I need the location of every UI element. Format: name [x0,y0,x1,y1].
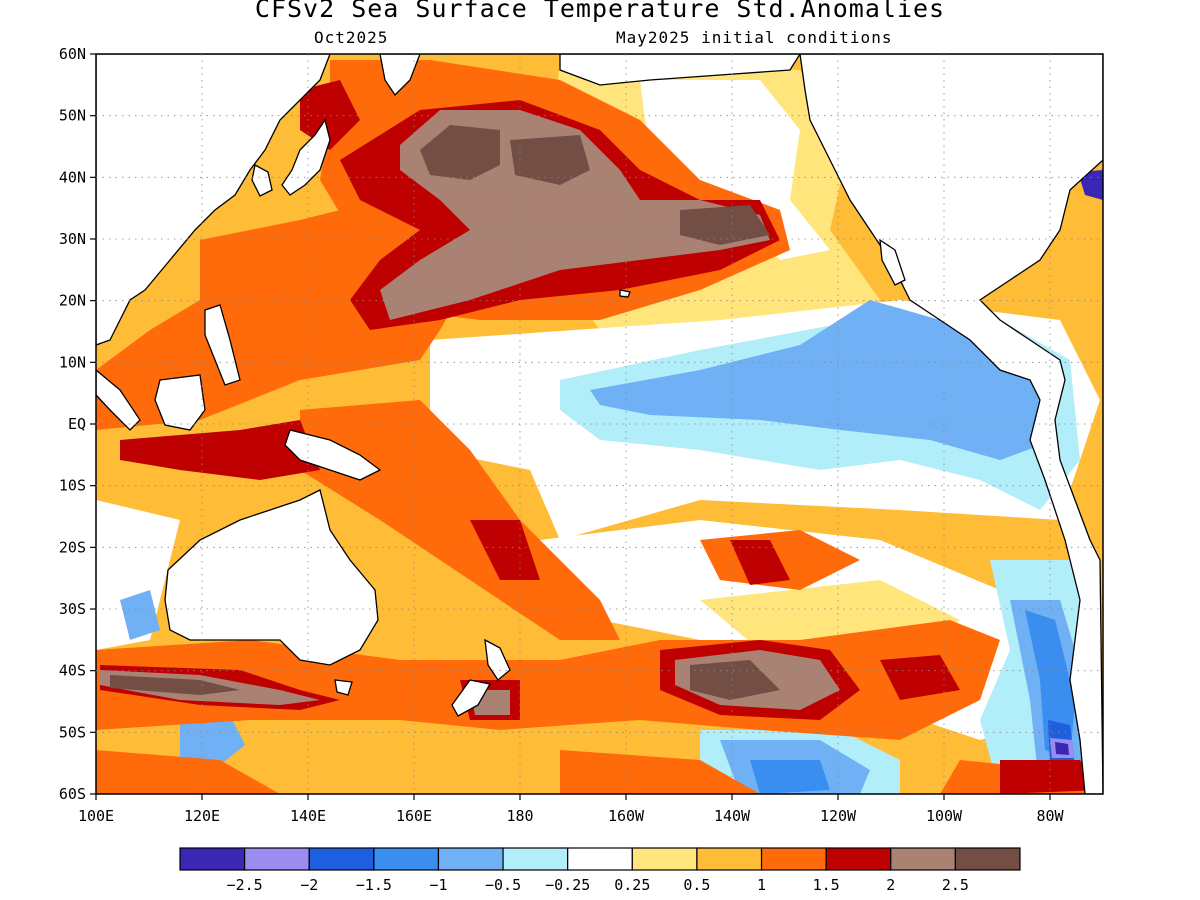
colorbar-swatch [890,847,956,871]
land-asia [96,54,331,346]
field-white-sw [96,500,180,650]
colorbar-swatch [567,847,633,871]
lat-tick-label: 50N [59,107,86,125]
field-orange-south-edge [560,750,760,794]
colorbar-swatch [825,847,892,871]
colorbar-label: −1.5 [356,876,392,894]
lon-tick-label: 80W [1036,807,1064,825]
colorbar-label: 0.5 [683,876,710,894]
field-red-south-3 [880,655,960,700]
land-kamchatka [379,54,421,97]
colorbar-label: −1 [429,876,447,894]
field-white-npac [640,80,830,260]
colorbar-swatch [244,847,310,871]
colorbar-swatch [954,847,1021,871]
anomaly-field [96,54,1103,794]
field-orange-nw [96,750,280,794]
lat-tick-label: 30S [59,600,86,618]
land-hawaii [619,289,631,298]
field-darkbrown-south-2 [110,675,240,695]
lon-tick-label: 180 [506,807,533,825]
field-red-sp1 [470,520,540,580]
colorbar-label: 0.25 [614,876,650,894]
lat-tick-label: 20N [59,292,86,310]
initial-conditions-label: May2025 initial conditions [616,28,893,47]
lon-tick-label: 160E [396,807,432,825]
field-medblue-s [750,760,830,794]
field-blue-equatorial [590,300,1055,460]
colorbar-swatch [502,847,569,871]
field-darkbrown-npac-2 [510,135,590,185]
axis-ticks: 60N 50N 40N 30N 20N 10N EQ 10S 20S 30S 40S 50S 60S 10… [59,45,1065,825]
field-darkbrown-npac-3 [680,205,770,245]
lon-tick-label: 140E [290,807,326,825]
land-australia [164,489,379,666]
lon-tick-label: 140W [714,807,751,825]
colorbar-swatch [696,847,763,871]
land-nz-north [484,638,511,681]
lat-tick-label: 40N [59,168,86,186]
field-darkbrown-npac-1 [420,125,500,180]
colorbar-swatch [631,847,698,871]
land-sumatra [96,369,141,431]
land-baja [879,238,906,286]
field-red-japan [300,80,360,150]
map-title: CFSv2 Sea Surface Temperature Std.Anomal… [254,0,946,23]
colorbar-label: −0.5 [485,876,521,894]
field-red-sp2 [730,540,790,585]
colorbar-swatch [760,847,827,871]
colorbar-swatch [437,847,504,871]
land-japan [281,118,331,196]
field-blue-sw [180,715,245,765]
colorbar-label: −2.5 [227,876,263,894]
colorbar-swatch [179,847,246,871]
lat-tick-label: 60N [59,45,86,63]
lat-tick-label: 10S [59,477,86,495]
lat-tick-label: 20S [59,538,86,556]
colorbar-label: 1 [757,876,766,894]
field-darkbrown-south [690,660,780,700]
colorbar-swatch [373,847,440,871]
colorbar-label: −2 [300,876,318,894]
lon-tick-label: 100W [926,807,963,825]
land-new-guinea [284,429,382,481]
lat-tick-label: 30N [59,230,86,248]
lon-tick-label: 100E [78,807,114,825]
field-blue-aus [120,590,160,640]
lon-tick-label: 120E [184,807,220,825]
colorbar-swatch [308,847,375,871]
forecast-month: Oct2025 [314,28,389,47]
lon-tick-label: 120W [820,807,857,825]
field-red-indo [120,420,320,480]
land-masses [96,54,1103,794]
colorbar-swatches [179,847,1021,871]
land-philippines [204,304,241,386]
land-tasmania [334,679,353,696]
lat-tick-label: 50S [59,723,86,741]
colorbar-labels: −2.5 −2 −1.5 −1 −0.5 −0.25 0.25 0.5 1 1.5 2 2.5 [227,876,969,894]
colorbar-label: −0.25 [545,876,590,894]
colorbar-label: 2.5 [942,876,969,894]
field-indigo-chile [1055,742,1069,755]
lon-tick-label: 160W [608,807,645,825]
colorbar-label: 2 [886,876,895,894]
land-nz-south [451,679,492,717]
lat-tick-label: EQ [68,415,86,433]
lat-tick-label: 60S [59,785,86,803]
graticule [96,54,1103,794]
land-borneo [154,374,206,431]
land-alaska [559,54,801,86]
lat-tick-label: 10N [59,353,86,371]
colorbar-label: 1.5 [813,876,840,894]
lat-tick-label: 40S [59,662,86,680]
